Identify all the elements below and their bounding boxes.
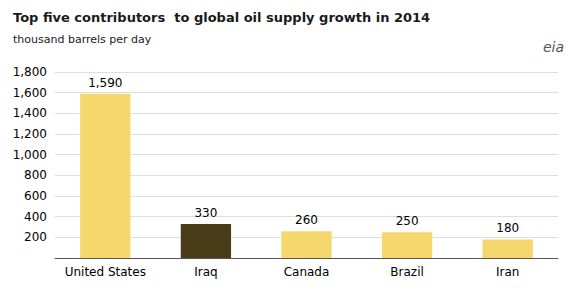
- svg-text:400: 400: [24, 210, 47, 224]
- svg-text:200: 200: [24, 230, 47, 244]
- svg-text:Top five contributors to glob: Top five contributors to global oil supp…: [13, 10, 430, 25]
- svg-text:1,400: 1,400: [13, 106, 47, 120]
- svg-text:800: 800: [24, 168, 47, 182]
- svg-text:1,800: 1,800: [13, 65, 47, 79]
- svg-text:Iraq: Iraq: [194, 265, 217, 279]
- svg-text:Iran: Iran: [496, 265, 519, 279]
- svg-text:330: 330: [194, 206, 217, 220]
- svg-text:1,000: 1,000: [13, 148, 47, 162]
- svg-text:260: 260: [295, 213, 318, 227]
- svg-text:Brazil: Brazil: [390, 265, 424, 279]
- svg-text:United States: United States: [65, 265, 146, 279]
- svg-text:eia: eia: [543, 39, 564, 55]
- svg-text:1,200: 1,200: [13, 127, 47, 141]
- svg-text:180: 180: [496, 221, 519, 235]
- svg-text:Canada: Canada: [284, 265, 330, 279]
- svg-text:250: 250: [396, 214, 419, 228]
- svg-text:600: 600: [24, 189, 47, 203]
- svg-text:thousand barrels per day: thousand barrels per day: [13, 33, 152, 46]
- svg-text:1,590: 1,590: [88, 76, 122, 90]
- svg-text:1,600: 1,600: [13, 86, 47, 100]
